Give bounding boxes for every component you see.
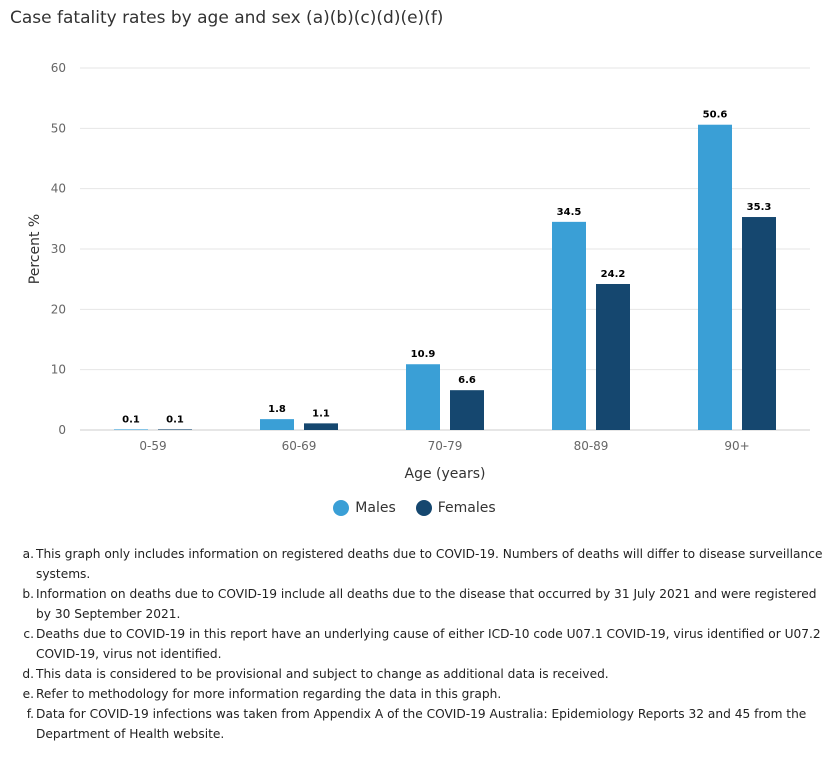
data-label: 1.8	[268, 404, 286, 415]
y-tick-label: 40	[51, 182, 66, 196]
bar-females-70-79	[450, 390, 484, 430]
footnote-b: b. Information on deaths due to COVID-19 …	[22, 584, 826, 624]
x-tick-label: 90+	[724, 439, 749, 453]
data-label: 6.6	[458, 375, 476, 386]
footnote-text: Deaths due to COVID-19 in this report ha…	[36, 627, 821, 661]
data-label: 10.9	[411, 349, 436, 360]
legend-label-males: Males	[355, 500, 396, 516]
bar-females-0-59	[158, 429, 192, 430]
y-tick-label: 30	[51, 242, 66, 256]
y-tick-label: 10	[51, 363, 66, 377]
bar-males-60-69	[260, 419, 294, 430]
chart-title: Case fatality rates by age and sex (a)(b…	[10, 8, 444, 28]
y-tick-label: 20	[51, 302, 66, 316]
legend-label-females: Females	[437, 500, 496, 516]
footnote-e: e. Refer to methodology for more informat…	[23, 684, 826, 704]
data-label: 34.5	[557, 207, 582, 218]
x-tick-label: 60-69	[282, 439, 317, 453]
data-label: 0.1	[122, 414, 140, 425]
footnotes: a. This graph only includes information o…	[22, 544, 826, 744]
y-tick-label: 0	[58, 423, 66, 437]
footnote-marker: b.	[22, 587, 34, 601]
y-tick-label: 60	[51, 61, 66, 75]
footnote-marker: e.	[22, 687, 34, 701]
legend-item-males[interactable]: Males	[333, 500, 396, 516]
footnote-marker: d.	[22, 667, 34, 681]
data-label: 0.1	[166, 414, 184, 425]
x-tick-label: 80-89	[574, 439, 609, 453]
x-tick-label: 70-79	[428, 439, 463, 453]
data-label: 35.3	[747, 202, 772, 213]
bar-chart: 0 10 20 30 40 50 60 0.1 0.1 1.8 1.1 10.9 6.6 34.5 24.…	[27, 61, 810, 482]
footnote-marker: a.	[22, 547, 34, 561]
data-label: 24.2	[601, 269, 626, 280]
y-axis-ticks: 0 10 20 30 40 50 60	[51, 61, 66, 437]
x-tick-label: 0-59	[139, 439, 166, 453]
bar-females-80-89	[596, 283, 630, 430]
bar-males-90+	[698, 124, 732, 431]
legend: Males Females	[0, 500, 829, 516]
legend-swatch-males	[333, 500, 350, 516]
bar-females-90+	[742, 217, 776, 430]
legend-swatch-females	[415, 500, 432, 516]
gridlines	[80, 67, 810, 431]
data-label: 1.1	[312, 408, 330, 419]
footnote-d: d. This data is considered to be provisio…	[22, 664, 826, 684]
footnote-text: Information on deaths due to COVID-19 in…	[36, 587, 817, 621]
x-axis-ticks: 0-59 60-69 70-79 80-89 90+	[139, 439, 749, 453]
footnote-text: Data for COVID-19 infections was taken f…	[36, 707, 807, 741]
bar-females-60-69	[304, 423, 338, 430]
footnote-marker: c.	[23, 627, 34, 641]
x-axis-title: Age (years)	[405, 466, 486, 482]
footnote-text: This data is considered to be provisiona…	[36, 667, 609, 681]
bar-males-70-79	[406, 364, 440, 430]
footnote-a: a. This graph only includes information o…	[23, 544, 826, 584]
footnote-text: This graph only includes information on …	[36, 547, 823, 581]
footnote-f: f. Data for COVID-19 infections was taken…	[27, 704, 826, 744]
legend-item-females[interactable]: Females	[415, 500, 496, 516]
y-axis-title: Percent %	[27, 214, 43, 284]
bar-males-0-59	[114, 429, 148, 430]
data-label: 50.6	[703, 110, 728, 121]
footnote-c: c. Deaths due to COVID-19 in this report …	[23, 624, 826, 664]
bars	[114, 124, 776, 431]
bar-males-80-89	[552, 221, 586, 430]
data-labels: 0.1 0.1 1.8 1.1 10.9 6.6 34.5 24.2 50.6 35.3	[122, 110, 771, 426]
footnote-marker: f.	[26, 707, 34, 721]
y-tick-label: 50	[51, 121, 66, 135]
footnote-text: Refer to methodology for more informatio…	[36, 687, 502, 701]
